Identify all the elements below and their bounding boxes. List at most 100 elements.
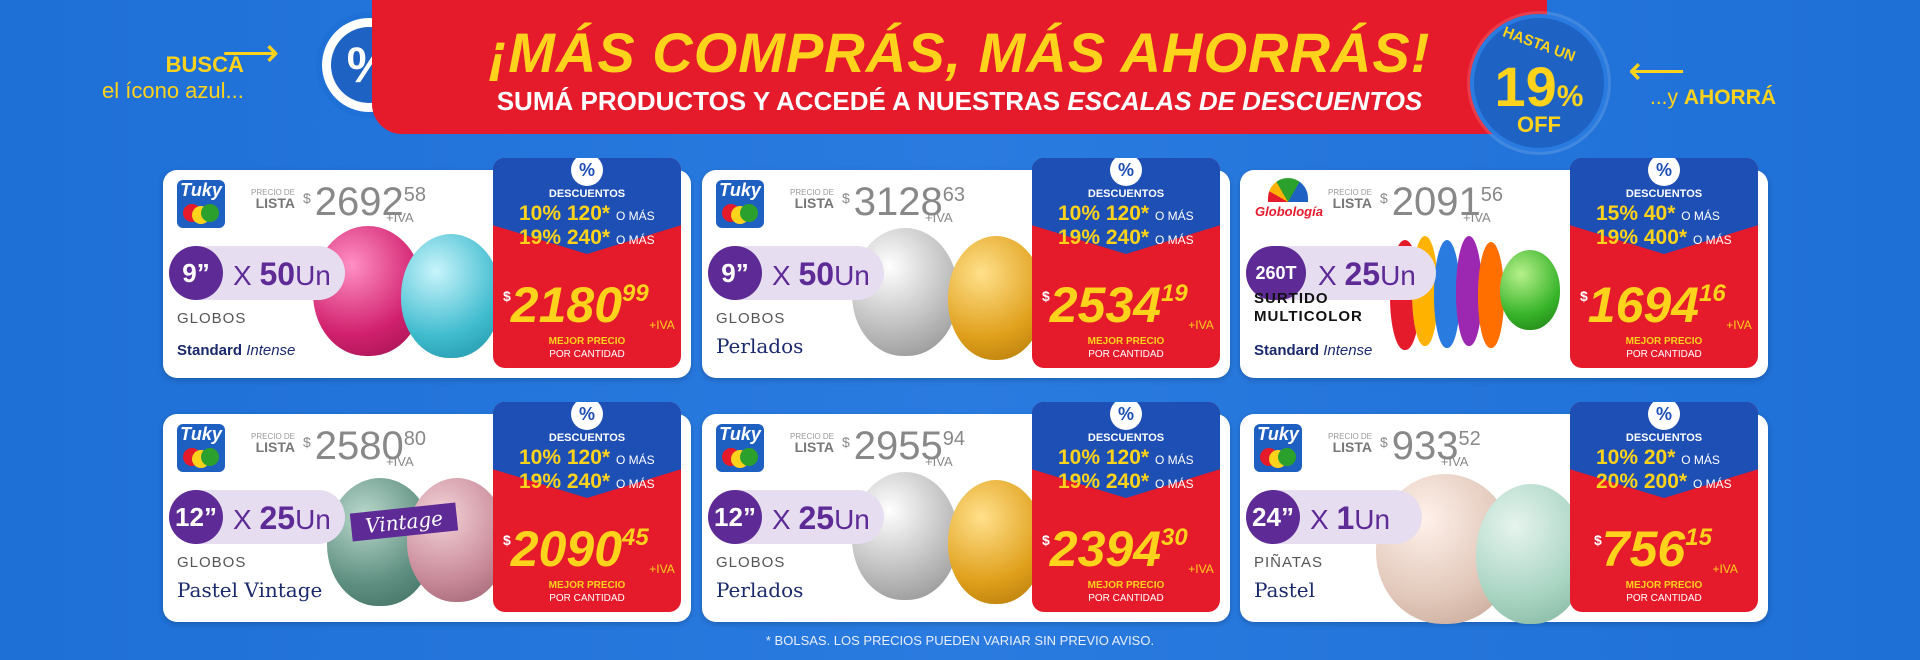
tier2-omas: O MÁS [615,477,655,491]
best-currency: $ [1042,532,1050,548]
subtitle-bold: ESCALAS DE DESCUENTOS [1067,86,1423,116]
busca-label: BUSCÁ [165,52,244,77]
qty-x: X [1318,260,1337,291]
iva-label: +IVA [925,210,953,225]
product-card[interactable]: Tuky PRECIO DE LISTA $269258 +IVA 9” X 50… [163,158,691,378]
qty-unit: Un [1380,260,1416,291]
tier1-qty: 120* [1105,202,1150,225]
tier1-omas: O MÁS [1681,453,1720,467]
percent-icon: % [1648,402,1680,430]
best-currency: $ [1042,288,1050,304]
por-cantidad: POR CANTIDAD [1088,593,1164,604]
size-badge: 12” [169,490,223,544]
lista-small: PRECIO DE [790,188,835,197]
product-line: Standard Intense [1254,342,1372,359]
qty-num: 50 [259,256,296,292]
best-cents: 99 [622,280,649,307]
qty-x: X [772,260,791,291]
percent-icon: % [1648,158,1680,186]
size-badge: 9” [708,246,762,300]
tier2-pct: 19% [519,226,562,249]
por-cantidad: POR CANTIDAD [549,593,625,604]
brand-name: Tuky [180,424,222,444]
best-currency: $ [1594,532,1602,548]
banner-title: ¡MÁS COMPRÁS, MÁS AHORRÁS! [488,21,1431,84]
blue-balloon [401,234,501,358]
tier2-omas: O MÁS [1692,477,1732,491]
best-iva: +IVA [1726,318,1752,332]
iva-label: +IVA [1440,454,1469,469]
best-int: 756 [1601,521,1686,577]
best-cents: 19 [1161,280,1188,307]
best-int: 2180 [510,277,623,333]
currency-symbol: $ [842,434,850,450]
product-card[interactable]: Tuky PRECIO DE LISTA $258080 +IVA Vintage… [163,402,691,622]
size-badge: 9” [169,246,223,300]
brand-name: Tuky [719,424,761,444]
lista-big: LISTA [794,439,834,455]
tier1-qty: 20* [1643,446,1676,469]
best-iva: +IVA [649,318,675,332]
ahorra-callout: ...y AHORRÁ [1650,86,1776,110]
list-price: $312863 +IVA [842,180,965,225]
discount-panel: % DESCUENTOS 10% 120* O MÁS 19% 240* O M… [1032,158,1220,368]
discount-tier-2: 19% 240* O MÁS [1058,226,1194,250]
price-int: 933 [1391,424,1459,468]
discount-panel: % DESCUENTOS 10% 120* O MÁS 19% 240* O M… [1032,402,1220,612]
qty-num: 50 [798,256,835,292]
discount-tier-2: 19% 240* O MÁS [519,470,655,494]
product-card[interactable]: Tuky PRECIO DE LISTA $312863 +IVA 9” X 50… [702,158,1230,378]
tier2-qty: 240* [566,226,611,249]
best-currency: $ [1580,288,1588,304]
discount-label: DESCUENTOS [548,188,626,200]
price-cents: 63 [942,184,966,206]
best-currency: $ [503,288,511,304]
product-line: Pastel Vintage [177,578,322,602]
mejor-precio: MEJOR PRECIO [1625,580,1703,591]
lista-label: PRECIO DE LISTA [790,188,835,210]
busca-callout: BUSCÁ el ícono azul... [102,52,244,104]
discount-tier-1: 10% 120* O MÁS [1058,202,1194,226]
orange-balloon [1478,242,1504,348]
list-price: $93352 +IVA [1380,424,1481,469]
product-card[interactable]: Tuky PRECIO DE LISTA $93352 +IVA 24” X 1U… [1240,402,1768,624]
mejor-precio: MEJOR PRECIO [1625,336,1703,347]
percent-icon: % [1110,402,1142,430]
iva-label: +IVA [925,454,953,469]
gold-balloon [948,480,1044,604]
seal-pct: % [1556,80,1584,113]
best-iva: +IVA [1188,318,1214,332]
tier1-qty: 40* [1643,202,1676,225]
size-pill: 12” X 25Un [708,490,884,544]
discount-tier-1: 15% 40* O MÁS [1596,202,1720,226]
gold-balloon [948,236,1044,360]
mejor-precio: MEJOR PRECIO [1087,580,1165,591]
price-cents: 94 [942,428,966,450]
iva-label: +IVA [386,454,414,469]
tier1-qty: 120* [566,446,611,469]
product-card[interactable]: Globología PRECIO DE LISTA $209156 +IVA 2… [1240,158,1768,378]
best-int: 2090 [510,521,623,577]
product-name: GLOBOS [716,310,786,327]
tier1-pct: 10% [1596,446,1639,469]
purple-balloon [1456,236,1482,346]
brand-name: Tuky [180,180,222,200]
best-int: 1694 [1587,277,1700,333]
lista-label: PRECIO DE LISTA [251,432,295,454]
quantity: X 1Un [1310,500,1390,537]
qty-num: 25 [1344,256,1381,292]
product-line: Perlados [716,578,803,602]
tier1-omas: O MÁS [1154,209,1194,223]
por-cantidad: POR CANTIDAD [549,349,625,360]
best-iva: +IVA [649,562,675,576]
subtitle-plain: SUMÁ PRODUCTOS Y ACCEDÉ A NUESTRAS [496,86,1061,116]
qty-unit: Un [1354,504,1391,535]
mejor-precio: MEJOR PRECIO [548,336,626,347]
quantity: X 25Un [772,500,870,537]
product-card[interactable]: Tuky PRECIO DE LISTA $295594 +IVA 12” X 2… [702,402,1230,622]
qty-num: 1 [1336,500,1355,536]
product-name: PIÑATAS [1254,554,1323,571]
discount-tier-1: 10% 120* O MÁS [519,202,655,226]
footnote: * BOLSAS. LOS PRECIOS PUEDEN VARIAR SIN … [765,633,1155,648]
product-line-main: Pastel Vintage [177,578,323,602]
